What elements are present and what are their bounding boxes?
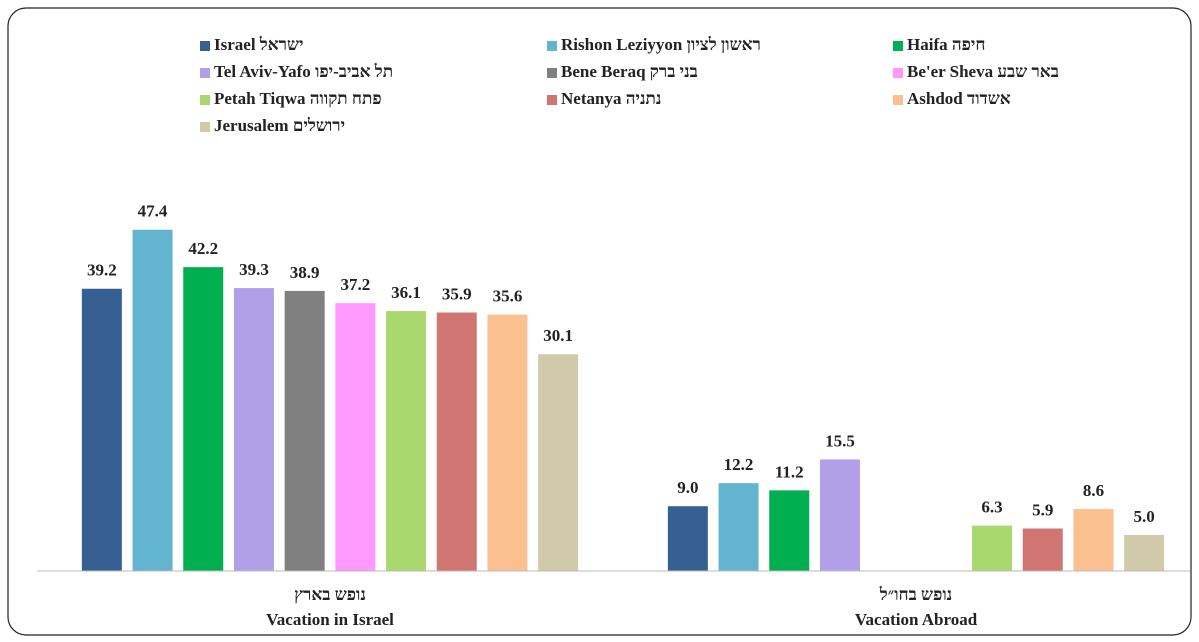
legend-label: Ashdod אשדוד <box>907 89 1011 108</box>
legend-label: Haifa חיפה <box>907 35 985 54</box>
bar <box>972 525 1013 571</box>
legend-label: Netanya נתניה <box>561 89 661 108</box>
bar <box>1073 509 1114 571</box>
legend-label: Israel ישראל <box>214 35 304 54</box>
value-label: 5.9 <box>1032 500 1053 519</box>
value-label: 35.9 <box>442 284 472 303</box>
value-label: 30.1 <box>543 326 573 345</box>
legend-label: Tel Aviv-Yafo תל אביב-יפו <box>214 62 393 81</box>
value-label: 39.3 <box>239 260 269 279</box>
value-label: 8.6 <box>1083 481 1104 500</box>
legend-swatch <box>893 41 903 51</box>
bar <box>233 288 274 571</box>
legend-swatch <box>893 95 903 105</box>
value-label: 6.3 <box>981 498 1002 517</box>
bar <box>335 303 376 571</box>
bar <box>718 483 759 571</box>
legend-label: Rishon Leziyyon ראשון לציון <box>561 35 761 54</box>
bar <box>183 267 224 571</box>
bar <box>1022 528 1063 571</box>
bar <box>81 288 122 571</box>
x-tick-label: נופש בחו״ל <box>879 585 952 604</box>
legend-label: Be'er Sheva באר שבע <box>907 62 1059 81</box>
legend-label: Bene Beraq בני ברק <box>561 62 698 81</box>
value-label: 36.1 <box>391 283 421 302</box>
legend-swatch <box>200 41 210 51</box>
bar <box>819 459 860 571</box>
legend-swatch <box>547 68 557 78</box>
value-label: 39.2 <box>87 261 117 280</box>
x-tick-label: Vacation in Israel <box>266 610 394 629</box>
legend-swatch <box>200 122 210 132</box>
value-label: 5.0 <box>1134 507 1155 526</box>
bar <box>769 490 810 571</box>
bar <box>487 314 528 571</box>
bar <box>538 354 579 571</box>
value-label: 42.2 <box>188 239 218 258</box>
bar <box>667 506 708 571</box>
value-label: 9.0 <box>677 478 698 497</box>
legend-swatch <box>893 68 903 78</box>
x-tick-label: Vacation Abroad <box>855 610 978 629</box>
value-label: 37.2 <box>340 275 370 294</box>
value-label: 35.6 <box>493 287 523 306</box>
x-tick-label: נופש בארץ <box>294 585 366 604</box>
legend-label: Jerusalem ירושלים <box>214 116 345 135</box>
bar <box>386 311 427 571</box>
value-label: 47.4 <box>138 202 168 221</box>
value-label: 11.2 <box>775 462 804 481</box>
bar <box>284 290 325 571</box>
value-label: 12.2 <box>724 455 754 474</box>
legend-swatch <box>547 41 557 51</box>
bar <box>436 312 477 571</box>
legend-swatch <box>200 68 210 78</box>
bar <box>132 229 173 571</box>
legend-swatch <box>547 95 557 105</box>
value-label: 38.9 <box>290 263 320 282</box>
value-label: 15.5 <box>825 431 855 450</box>
legend-swatch <box>200 95 210 105</box>
bar <box>1124 535 1165 571</box>
legend-label: Petah Tiqwa פתח תקווה <box>214 89 382 108</box>
